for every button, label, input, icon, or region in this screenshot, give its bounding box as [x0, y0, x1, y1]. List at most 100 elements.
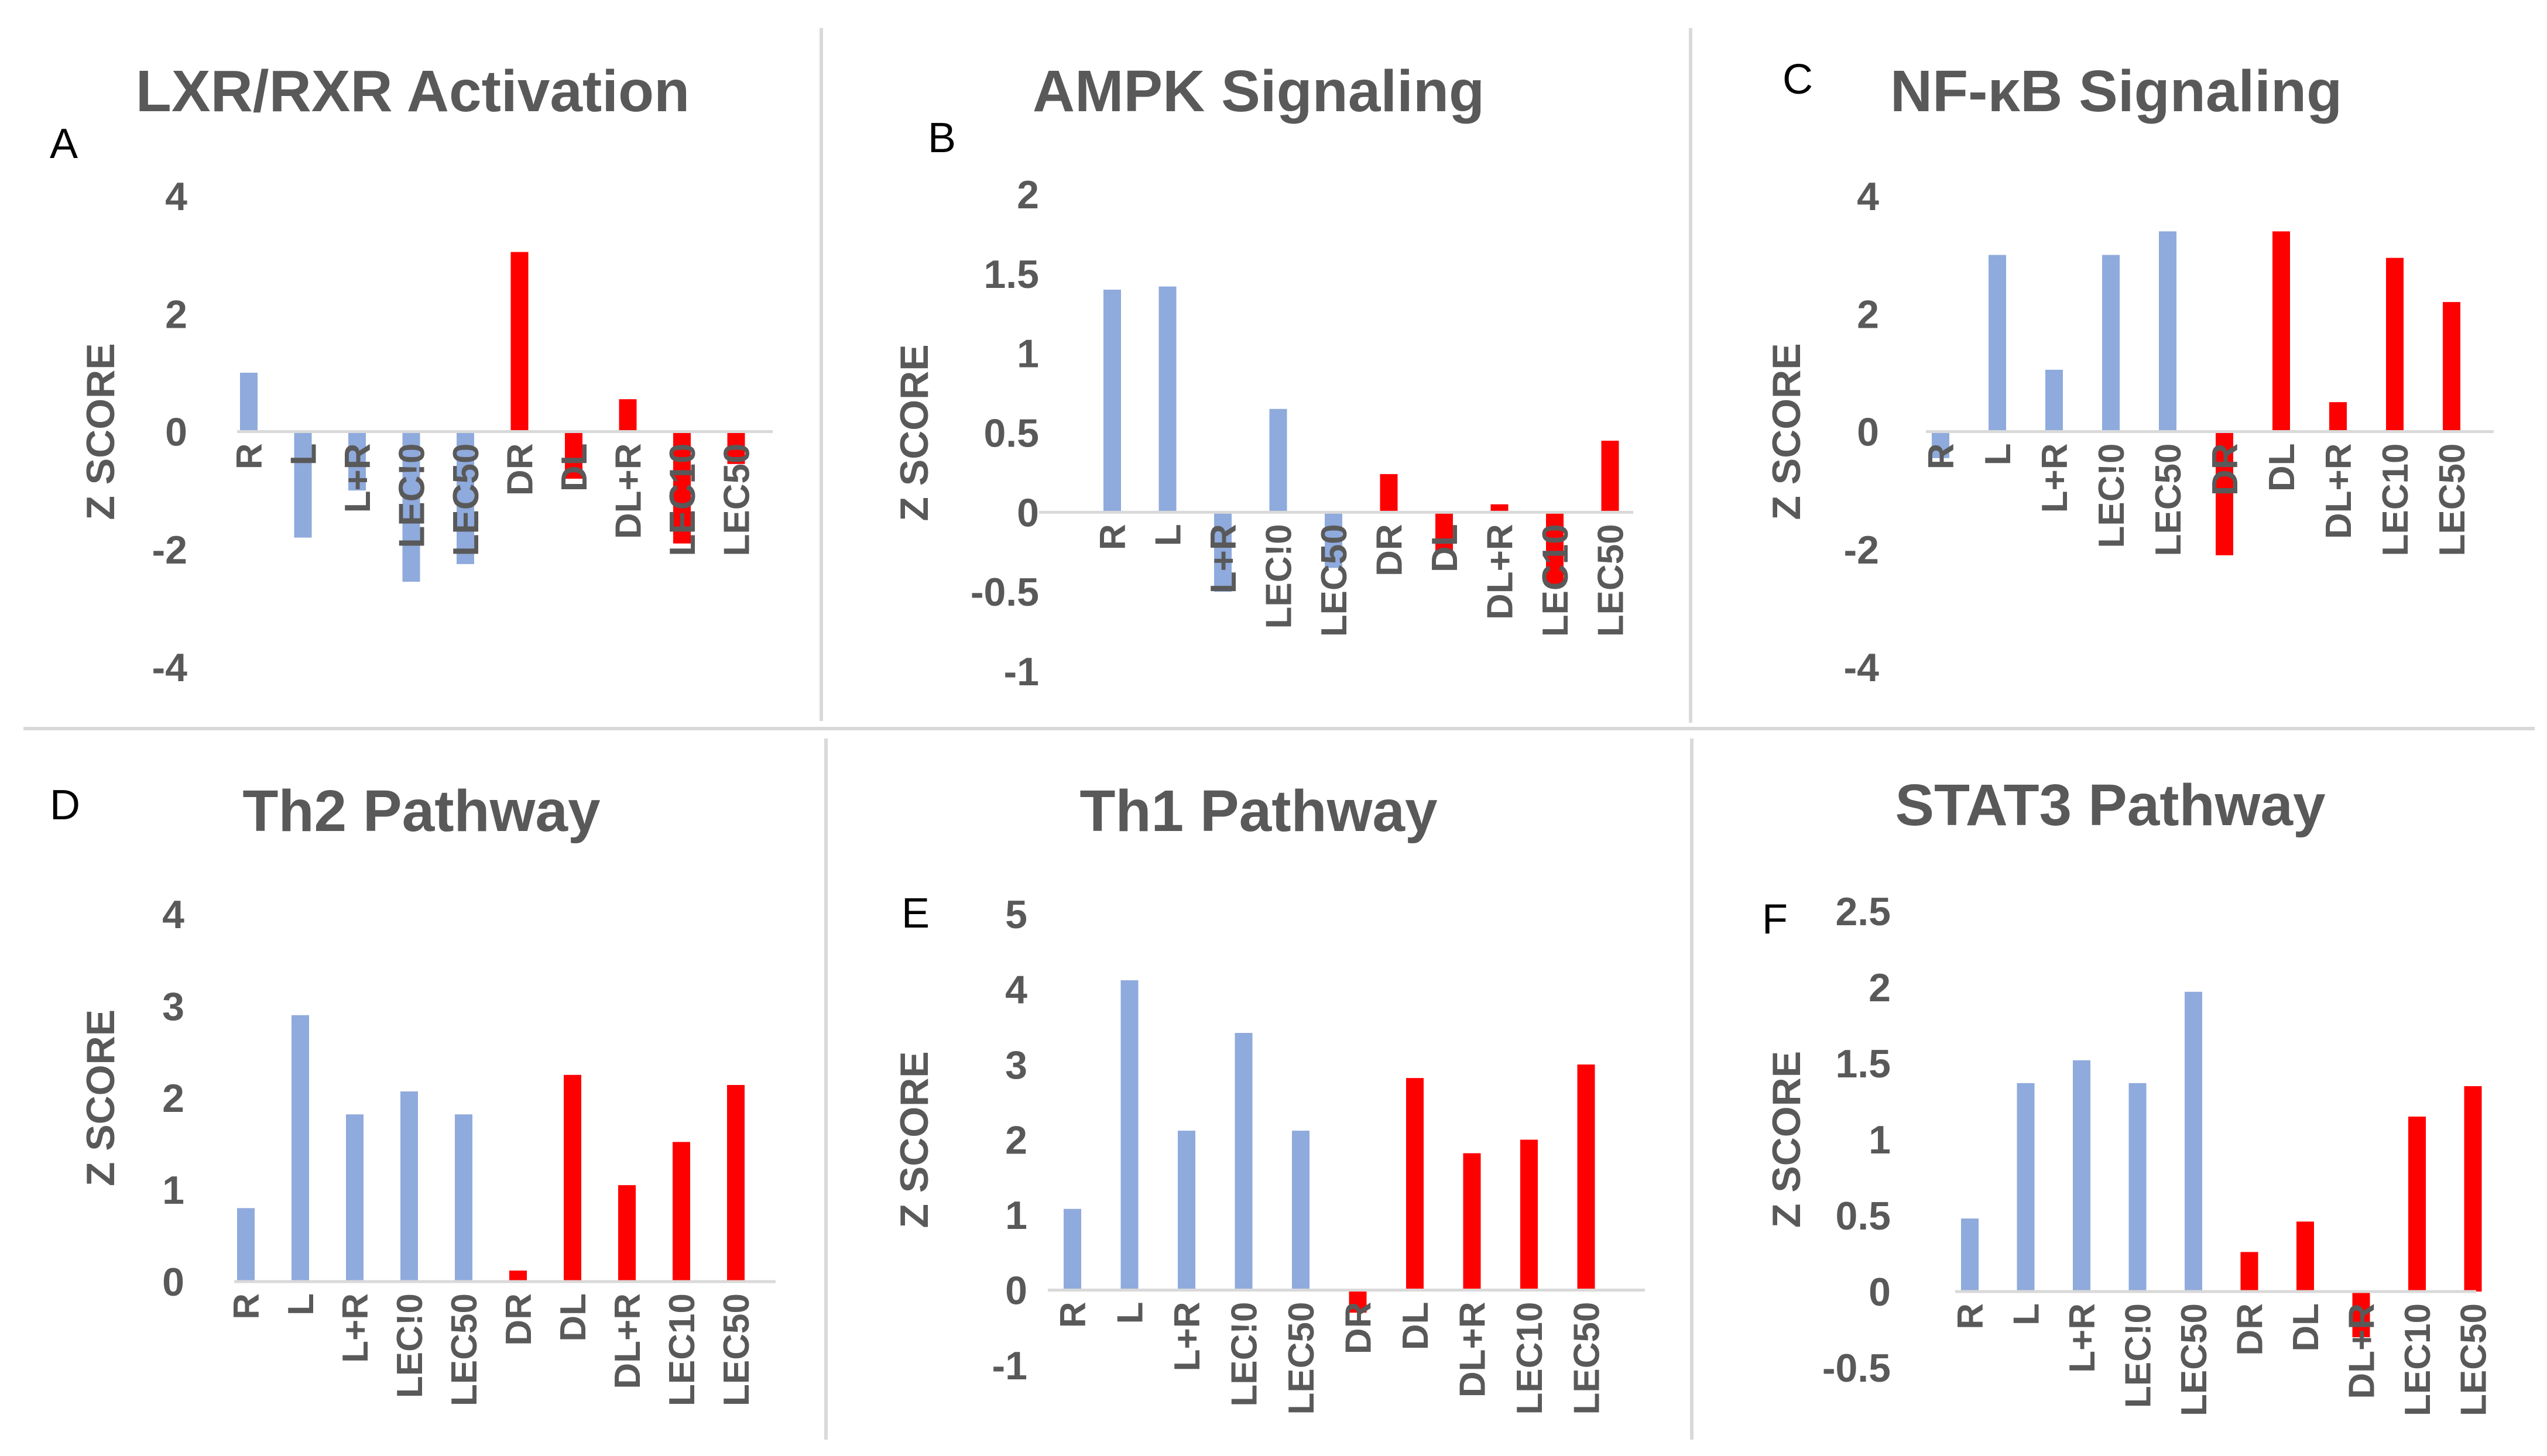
panel-a-bar — [457, 431, 474, 564]
panel-f-bar — [2464, 1086, 2482, 1292]
panel-e-bar — [1406, 1078, 1424, 1290]
panel-c-bar — [2159, 231, 2176, 432]
panel-b-ylabel: Z SCORE — [892, 344, 937, 521]
panel-e-bar — [1463, 1153, 1481, 1290]
panel-f-bar — [2408, 1117, 2426, 1292]
panel-a-category-label: LEC10 — [663, 444, 703, 557]
panel-f-category-label: LEC50 — [2454, 1303, 2494, 1416]
panel-a-category-label: LEC50 — [446, 444, 486, 557]
panel-d-ytick-label: 1 — [162, 1168, 184, 1213]
panel-f-category-label: DL — [2286, 1303, 2326, 1352]
panel-f-ytick-label: 2 — [1869, 966, 1891, 1010]
panel-b-category-label: DR — [1370, 524, 1410, 576]
panel-b-bar — [1601, 441, 1619, 513]
panel-c-bar — [2443, 302, 2460, 432]
panel-e-category-label: L — [1110, 1302, 1151, 1324]
panel-b-bar — [1546, 512, 1564, 584]
panel-e-ylabel: Z SCORE — [892, 1051, 937, 1228]
panel-e-ytick-label: 5 — [1005, 892, 1027, 937]
panel-b-ytick-label: 0.5 — [983, 411, 1039, 456]
panel-d-category-label: R — [227, 1293, 267, 1320]
panel-b-category-label: LEC50 — [1314, 524, 1355, 637]
panel-c-category-label: DR — [2205, 444, 2246, 496]
panel-c-category-label: L+R — [2035, 444, 2075, 513]
panel-c-bar — [2045, 369, 2063, 432]
panel-f-ytick-label: 1.5 — [1835, 1042, 1891, 1086]
panel-e-category-label: LEC50 — [1567, 1302, 1607, 1415]
panel-c-bar — [2329, 402, 2347, 432]
panel-e-category-label: LEC50 — [1281, 1302, 1322, 1415]
panel-d-ytick-label: 2 — [162, 1076, 184, 1121]
panel-c-category-label: LEC50 — [2148, 444, 2189, 557]
panel-c-letter: C — [1782, 56, 1813, 103]
panel-a-category-label: R — [229, 444, 270, 470]
panel-f-bar — [2296, 1221, 2314, 1292]
panel-c-category-label: LEC50 — [2432, 444, 2473, 557]
panel-c-category-label: LEC10 — [2375, 444, 2416, 557]
panel-b-bar — [1380, 474, 1398, 513]
panel-b-category-label: L — [1149, 524, 1189, 546]
panel-b-ytick-label: -0.5 — [971, 570, 1039, 614]
panel-f-ytick-label: 2.5 — [1835, 890, 1891, 934]
panel-e: Th1 Pathway E -1 0 1 2 3 4 5 Z SCORE R L L+R LEC!0 LEC… — [892, 778, 1645, 1414]
panel-a-category-label: DR — [501, 444, 541, 496]
panel-a-ytick-label: 4 — [165, 174, 187, 219]
panel-b-bar — [1158, 286, 1177, 513]
panel-dividers — [23, 28, 2535, 1440]
panel-a-category-label: L+R — [338, 444, 378, 513]
panel-f-category-label: DL+R — [2342, 1303, 2383, 1399]
panel-f-bar — [2073, 1060, 2090, 1292]
panel-a-letter: A — [50, 121, 78, 167]
panel-f-category-label: DR — [2230, 1303, 2271, 1356]
panel-e-ytick-label: 0 — [1005, 1269, 1027, 1313]
panel-f-category-label: LEC10 — [2398, 1303, 2438, 1416]
panel-e-category-label: DR — [1339, 1302, 1379, 1355]
panel-a-category-label: DL — [554, 444, 595, 492]
panel-f-bar — [2240, 1252, 2258, 1292]
panel-c-title: NF-κB Signaling — [1890, 59, 2342, 124]
panel-c-ylabel: Z SCORE — [1764, 343, 1809, 520]
panel-c-bar — [1932, 431, 1949, 458]
panel-a: LXR/RXR Activation A -4 -2 0 2 4 Z SCORE R L L+R LE… — [50, 59, 773, 690]
panel-b-ytick-label: 0 — [1017, 490, 1039, 535]
panel-c-ytick-label: -4 — [1844, 645, 1880, 690]
panel-e-bar — [1292, 1131, 1310, 1290]
panel-d-title: Th2 Pathway — [242, 778, 601, 844]
panel-d-category-label: LEC10 — [662, 1293, 702, 1406]
panel-d-bar — [618, 1185, 636, 1282]
panel-d-ytick-label: 4 — [162, 892, 184, 937]
panel-b-bar — [1435, 512, 1453, 552]
panel-e-category-label: R — [1053, 1302, 1093, 1328]
panel-c-bar — [2386, 257, 2404, 432]
panel-e-letter: E — [901, 890, 930, 937]
panel-f-bar — [2352, 1292, 2370, 1337]
panel-d-category-label: L+R — [335, 1293, 376, 1363]
panel-b-category-label: LEC50 — [1591, 524, 1631, 637]
panel-c: NF-κB Signaling C -4 -2 0 2 4 Z SCORE R L L+R LEC!0… — [1764, 56, 2494, 690]
panel-a-bar — [727, 431, 745, 464]
panel-e-category-label: LEC10 — [1510, 1302, 1550, 1415]
panel-f-title: STAT3 Pathway — [1895, 772, 2326, 838]
panel-d-letter: D — [50, 782, 80, 829]
panel-b-title: AMPK Signaling — [1033, 59, 1485, 124]
panel-f-ytick-label: -0.5 — [1822, 1346, 1891, 1390]
panel-d-bar — [509, 1270, 527, 1282]
panel-b-bar — [1214, 512, 1232, 592]
panel-c-ytick-label: 4 — [1857, 174, 1879, 219]
panel-f-ylabel: Z SCORE — [1764, 1051, 1809, 1228]
panel-d-bar — [455, 1114, 472, 1282]
panel-d-ytick-label: 3 — [162, 984, 184, 1029]
panel-a-bar — [565, 431, 582, 479]
panel-a-ytick-label: -2 — [152, 528, 187, 572]
panel-c-bar — [2272, 231, 2290, 432]
panel-b-category-label: L+R — [1204, 524, 1244, 593]
panel-d-category-label: DL — [553, 1293, 594, 1342]
panel-f-bar — [1961, 1218, 1979, 1292]
panel-e-ytick-label: 4 — [1005, 968, 1027, 1012]
panel-f-letter: F — [1762, 896, 1788, 943]
panel-b-ytick-label: 1 — [1017, 332, 1039, 376]
panel-c-bar — [1989, 255, 2006, 432]
panel-b-category-label: DL — [1425, 524, 1465, 572]
